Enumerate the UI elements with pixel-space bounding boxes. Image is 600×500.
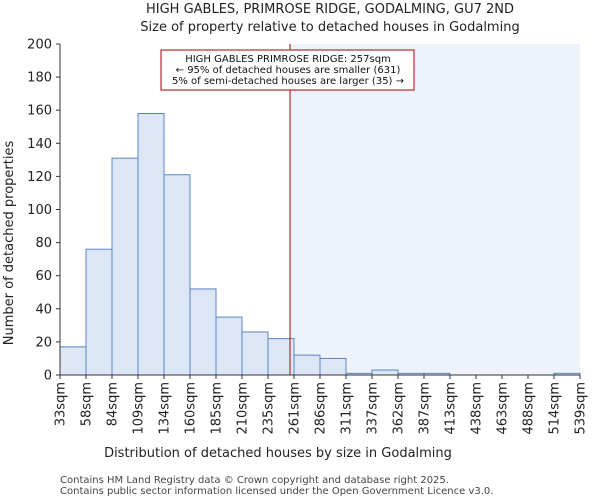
y-tick-label: 140 [27, 137, 52, 152]
bars [59, 113, 581, 376]
bar-185sqm [215, 316, 243, 376]
x-tick-label: 134sqm [158, 382, 173, 435]
y-tick-label: 160 [27, 104, 52, 119]
y-tick-label: 180 [27, 71, 52, 86]
property-highlight-region [290, 44, 580, 375]
x-tick-label: 185sqm [210, 382, 225, 435]
x-tick-label: 33sqm [54, 382, 69, 426]
y-tick-label: 80 [35, 236, 52, 251]
annotation-line1: HIGH GABLES PRIMROSE RIDGE: 257sqm [185, 54, 391, 65]
x-axis-label: Distribution of detached houses by size … [104, 446, 452, 461]
x-tick-label: 488sqm [522, 382, 537, 435]
bar-210sqm [241, 331, 269, 376]
y-tick-label: 20 [35, 335, 52, 350]
x-ticks: 33sqm 58sqm 84sqm 109sqm 134sqm 160sqm 185sqm 2… [54, 375, 589, 435]
y-ticks: 0 20 40 60 80 100 120 140 160 180 200 [27, 38, 60, 384]
bar-134sqm [163, 174, 191, 376]
chart-title-line1: HIGH GABLES, PRIMROSE RIDGE, GODALMING, … [146, 2, 514, 17]
x-tick-label: 84sqm [106, 382, 121, 426]
annotation: HIGH GABLES PRIMROSE RIDGE: 257sqm ← 95%… [160, 49, 415, 91]
x-tick-label: 58sqm [80, 382, 95, 426]
x-tick-label: 160sqm [184, 382, 199, 435]
bar-337sqm [371, 369, 399, 376]
x-tick-label: 463sqm [496, 382, 511, 435]
x-tick-label: 539sqm [574, 382, 589, 435]
x-tick-label: 362sqm [392, 382, 407, 435]
x-tick-label: 210sqm [236, 382, 251, 435]
x-tick-label: 311sqm [340, 382, 355, 435]
y-tick-label: 100 [27, 203, 52, 218]
x-tick-label: 514sqm [548, 382, 563, 435]
chart-title-line2: Size of property relative to detached ho… [140, 20, 519, 35]
bar-261sqm [293, 354, 321, 376]
x-tick-label: 109sqm [132, 382, 147, 435]
y-tick-label: 120 [27, 170, 52, 185]
footer-line1: Contains HM Land Registry data © Crown c… [60, 475, 449, 486]
annotation-line3: 5% of semi-detached houses are larger (3… [172, 76, 404, 87]
x-tick-label: 413sqm [444, 382, 459, 435]
x-tick-label: 438sqm [470, 382, 485, 435]
x-tick-label: 337sqm [366, 382, 381, 435]
bar-109sqm [137, 113, 165, 376]
annotation-line2: ← 95% of detached houses are smaller (63… [176, 65, 401, 76]
y-axis-label: Number of detached properties [2, 141, 17, 346]
y-tick-label: 60 [35, 269, 52, 284]
bar-58sqm [85, 248, 113, 376]
x-tick-label: 235sqm [262, 382, 277, 435]
bar-160sqm [189, 288, 217, 376]
bar-286sqm [319, 357, 347, 376]
footer-line2: Contains public sector information licen… [60, 486, 493, 497]
x-tick-label: 286sqm [314, 382, 329, 435]
annotation-box [160, 49, 415, 91]
x-tick-label: 261sqm [288, 382, 303, 435]
x-tick-label: 387sqm [418, 382, 433, 435]
bar-33sqm [59, 346, 87, 376]
y-tick-label: 40 [35, 302, 52, 317]
y-tick-label: 0 [44, 369, 52, 384]
bar-84sqm [111, 157, 139, 376]
y-tick-label: 200 [27, 38, 52, 53]
